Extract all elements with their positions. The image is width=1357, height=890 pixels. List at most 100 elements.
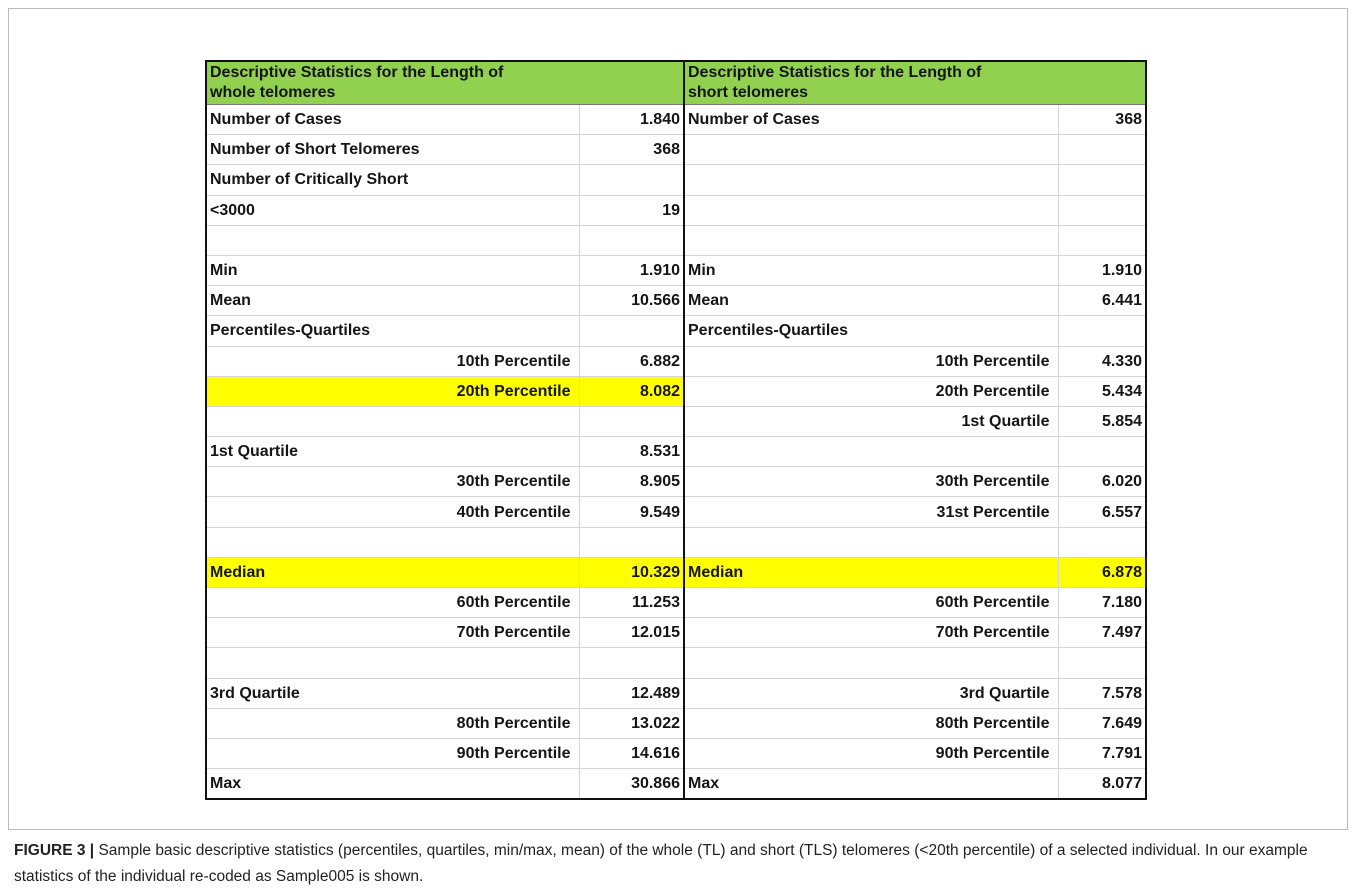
table-row: 70th Percentile 12.015 70th Percentile 7.49… [206, 617, 1147, 649]
value-cell: 1.910 [1058, 255, 1147, 287]
value-cell: 30.866 [579, 768, 685, 800]
table-row: 10th Percentile 6.882 10th Percentile 4.330 [206, 346, 1147, 377]
table-row: 40th Percentile 9.549 31st Percentile 6.557 [206, 496, 1147, 528]
value-cell [1058, 647, 1147, 679]
value-cell [579, 647, 685, 679]
value-cell [579, 225, 685, 256]
table-row: Min 1.910 Min 1.910 [206, 255, 1147, 287]
value-cell: 13.022 [579, 708, 685, 739]
value-cell: 7.649 [1058, 708, 1147, 739]
label-cell: Number of Cases [206, 104, 580, 136]
label-cell: Min [684, 255, 1059, 287]
label-cell [206, 225, 580, 256]
label-cell: 10th Percentile [684, 346, 1059, 377]
label-cell [684, 164, 1059, 196]
label-cell: Min [206, 255, 580, 287]
label-cell: 3rd Quartile [206, 678, 580, 709]
value-cell: 12.015 [579, 617, 685, 649]
value-cell [1058, 164, 1147, 196]
label-cell: 10th Percentile [206, 346, 580, 377]
table-row: 1st Quartile 8.531 [206, 436, 1147, 468]
label-cell: 20th Percentile [684, 376, 1059, 407]
header-row: Descriptive Statistics for the Length of… [206, 61, 1147, 105]
label-cell: 60th Percentile [206, 587, 580, 619]
label-cell [684, 647, 1059, 679]
value-cell [579, 406, 685, 438]
label-cell: Max [684, 768, 1059, 800]
value-cell: 1.840 [579, 104, 685, 136]
value-cell: 8.531 [579, 436, 685, 468]
value-cell: 4.330 [1058, 346, 1147, 377]
value-cell [579, 315, 685, 347]
value-cell: 7.578 [1058, 678, 1147, 709]
table-row: Number of Short Telomeres 368 [206, 134, 1147, 166]
value-cell [1058, 527, 1147, 558]
header-line: short telomeres [688, 84, 809, 101]
label-cell [206, 647, 580, 679]
table-row: Number of Cases 1.840 Number of Cases 368 [206, 104, 1147, 136]
value-cell [1058, 225, 1147, 256]
label-cell: Percentiles-Quartiles [684, 315, 1059, 347]
table-row: Max 30.866 Max 8.077 [206, 768, 1147, 800]
label-cell [684, 436, 1059, 468]
value-cell: 7.791 [1058, 738, 1147, 770]
value-cell [1058, 315, 1147, 347]
table-row [206, 225, 1147, 256]
label-cell: 31st Percentile [684, 496, 1059, 528]
label-cell: 80th Percentile [206, 708, 580, 739]
value-cell: 6.882 [579, 346, 685, 377]
value-cell: 19 [579, 195, 685, 226]
value-cell: 8.082 [579, 376, 685, 407]
label-cell: 90th Percentile [684, 738, 1059, 770]
label-cell [684, 134, 1059, 166]
value-cell: 8.077 [1058, 768, 1147, 800]
label-cell: 80th Percentile [684, 708, 1059, 739]
table-row: 90th Percentile 14.616 90th Percentile 7.79… [206, 738, 1147, 770]
table-row: Mean 10.566 Mean 6.441 [206, 285, 1147, 317]
value-cell: 8.905 [579, 466, 685, 498]
value-cell [579, 527, 685, 558]
label-cell [684, 527, 1059, 558]
label-cell [206, 406, 580, 438]
caption: FIGURE 3 | Sample basic descriptive stat… [14, 838, 1344, 890]
caption-label: FIGURE 3 | [14, 842, 95, 859]
label-cell: Percentiles-Quartiles [206, 315, 580, 347]
label-cell: 30th Percentile [206, 466, 580, 498]
label-cell: Number of Short Telomeres [206, 134, 580, 166]
label-cell: 70th Percentile [684, 617, 1059, 649]
value-cell: 11.253 [579, 587, 685, 619]
table-row: 3rd Quartile 12.489 3rd Quartile 7.578 [206, 678, 1147, 709]
header-cell: Descriptive Statistics for the Length of… [684, 61, 1147, 105]
value-cell: 6.557 [1058, 496, 1147, 528]
value-cell: 14.616 [579, 738, 685, 770]
value-cell: 7.180 [1058, 587, 1147, 619]
label-cell [206, 527, 580, 558]
value-cell: 12.489 [579, 678, 685, 709]
value-cell: 5.854 [1058, 406, 1147, 438]
value-cell: 10.329 [579, 557, 685, 589]
header-line: Descriptive Statistics for the Length of [210, 64, 504, 81]
label-cell: Median [684, 557, 1059, 589]
label-cell: 3rd Quartile [684, 678, 1059, 709]
table-row: 60th Percentile 11.253 60th Percentile 7.18… [206, 587, 1147, 619]
label-cell: 1st Quartile [206, 436, 580, 468]
value-cell: 6.020 [1058, 466, 1147, 498]
label-cell: 40th Percentile [206, 496, 580, 528]
value-cell [1058, 195, 1147, 226]
value-cell [1058, 134, 1147, 166]
value-cell: 6.441 [1058, 285, 1147, 317]
label-cell: Mean [206, 285, 580, 317]
header-line: Descriptive Statistics for the Length of [688, 64, 982, 81]
label-cell: 70th Percentile [206, 617, 580, 649]
value-cell: 5.434 [1058, 376, 1147, 407]
table-row: Number of Critically Short [206, 164, 1147, 196]
stats-table: Descriptive Statistics for the Length of… [205, 60, 1147, 801]
table-row: Percentiles-Quartiles Percentiles-Quartil… [206, 315, 1147, 347]
value-cell [579, 164, 685, 196]
figure-frame [8, 8, 1348, 830]
label-cell [684, 195, 1059, 226]
value-cell: 10.566 [579, 285, 685, 317]
header-line: whole telomeres [210, 84, 336, 101]
value-cell: 368 [579, 134, 685, 166]
label-cell: Number of Critically Short [206, 164, 580, 196]
